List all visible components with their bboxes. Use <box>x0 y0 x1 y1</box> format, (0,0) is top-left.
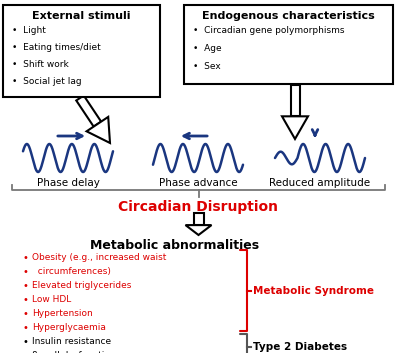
Text: •: • <box>22 295 28 305</box>
Text: •: • <box>22 351 28 353</box>
Text: Metabolic Syndrome: Metabolic Syndrome <box>253 286 374 295</box>
Text: Insulin resistance: Insulin resistance <box>32 337 111 346</box>
Polygon shape <box>194 213 204 225</box>
Text: Hyperglycaemia: Hyperglycaemia <box>32 323 106 332</box>
Text: •: • <box>22 267 28 277</box>
Text: Metabolic abnormalities: Metabolic abnormalities <box>90 239 260 252</box>
FancyBboxPatch shape <box>184 5 393 84</box>
Text: •: • <box>22 281 28 291</box>
Text: •  Light: • Light <box>12 26 46 35</box>
Polygon shape <box>186 225 212 235</box>
Text: •: • <box>22 253 28 263</box>
Text: Phase delay: Phase delay <box>36 178 100 188</box>
Text: •: • <box>22 309 28 319</box>
Text: •  Sex: • Sex <box>193 62 221 71</box>
Polygon shape <box>76 96 101 127</box>
Text: Endogenous characteristics: Endogenous characteristics <box>202 11 375 21</box>
Text: Hypertension: Hypertension <box>32 309 93 318</box>
Text: β -cell dysfunction: β -cell dysfunction <box>32 351 116 353</box>
Polygon shape <box>86 117 110 143</box>
Text: Obesity (e.g., increased waist: Obesity (e.g., increased waist <box>32 253 166 262</box>
Text: Circadian Disruption: Circadian Disruption <box>118 200 278 214</box>
Text: Reduced amplitude: Reduced amplitude <box>270 178 370 188</box>
Text: •  Shift work: • Shift work <box>12 60 69 69</box>
Text: •  Social jet lag: • Social jet lag <box>12 77 82 86</box>
Text: Type 2 Diabetes: Type 2 Diabetes <box>253 341 347 352</box>
Text: circumferences): circumferences) <box>32 267 111 276</box>
Text: •: • <box>22 323 28 333</box>
Text: •: • <box>22 337 28 347</box>
Text: Elevated triglycerides: Elevated triglycerides <box>32 281 131 290</box>
FancyBboxPatch shape <box>3 5 160 97</box>
Text: •  Eating times/diet: • Eating times/diet <box>12 43 101 52</box>
Text: •  Circadian gene polymorphisms: • Circadian gene polymorphisms <box>193 26 344 35</box>
Polygon shape <box>290 85 300 116</box>
Text: External stimuli: External stimuli <box>32 11 131 21</box>
Polygon shape <box>282 116 308 139</box>
Text: •  Age: • Age <box>193 44 222 53</box>
Text: Phase advance: Phase advance <box>159 178 237 188</box>
Text: Low HDL: Low HDL <box>32 295 71 304</box>
